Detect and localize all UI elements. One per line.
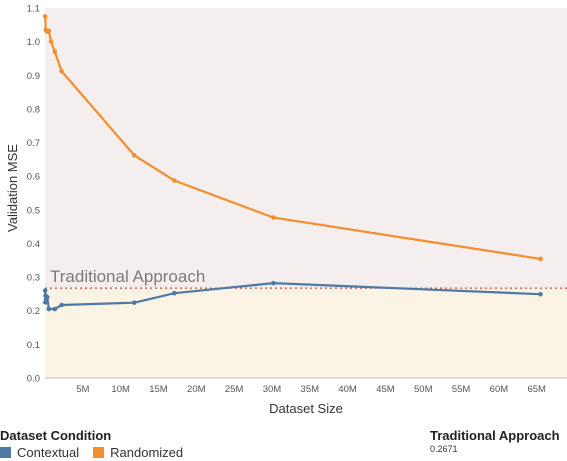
reference-panel: Traditional Approach 0.2671	[430, 428, 560, 454]
x-tick-label: 35M	[301, 384, 320, 395]
data-point-contextual[interactable]	[46, 306, 52, 312]
data-point-contextual[interactable]	[172, 290, 177, 296]
x-axis-ticks: 5M 10M 15M 20M 25M 30M 35M 40M 45M 50M 55M 60M 65M	[76, 384, 546, 395]
background-band	[45, 8, 567, 289]
x-tick-label: 30M	[263, 384, 282, 395]
data-point-randomized[interactable]	[131, 153, 137, 158]
x-tick-label: 5M	[76, 384, 89, 395]
data-point-randomized[interactable]	[52, 49, 58, 55]
data-point-contextual[interactable]	[59, 302, 64, 308]
data-point-contextual[interactable]	[131, 300, 137, 305]
data-point-contextual[interactable]	[44, 294, 50, 300]
data-point-contextual[interactable]	[52, 306, 58, 312]
data-point-randomized[interactable]	[46, 28, 52, 34]
background-band	[45, 288, 567, 378]
y-axis-title: Validation MSE	[5, 144, 20, 232]
reference-panel-title: Traditional Approach	[430, 428, 560, 443]
x-tick-label: 40M	[338, 384, 357, 395]
y-tick-label: 0.5	[27, 205, 40, 216]
y-tick-label: 1.0	[27, 37, 40, 48]
data-point-randomized[interactable]	[42, 14, 48, 19]
data-point-contextual[interactable]	[42, 288, 48, 293]
y-tick-label: 0.6	[27, 172, 40, 183]
reference-line-group: Traditional Approach	[45, 267, 567, 289]
legend-title: Dataset Condition	[0, 428, 112, 443]
x-tick-label: 55M	[452, 384, 471, 395]
data-point-contextual[interactable]	[271, 280, 276, 286]
data-point-contextual[interactable]	[538, 291, 543, 297]
background-bands	[45, 8, 567, 378]
reference-line-label: Traditional Approach	[50, 267, 205, 286]
y-tick-label: 0.4	[27, 239, 40, 250]
series-group	[42, 14, 543, 312]
legend-label-randomized: Randomized	[110, 445, 184, 460]
data-point-randomized[interactable]	[59, 68, 64, 74]
data-point-randomized[interactable]	[271, 215, 276, 220]
x-axis-title: Dataset Size	[269, 401, 343, 416]
legend-swatch-randomized	[93, 447, 105, 458]
legend: Dataset Condition Contextual Randomized	[0, 428, 183, 460]
y-tick-label: 1.1	[27, 4, 40, 15]
x-tick-label: 20M	[187, 384, 206, 395]
legend-items: Contextual Randomized	[0, 445, 183, 460]
x-tick-label: 60M	[490, 384, 509, 395]
y-tick-label: 0.8	[27, 104, 40, 115]
x-tick-label: 50M	[414, 384, 433, 395]
x-tick-label: 25M	[225, 384, 244, 395]
y-tick-label: 0.3	[27, 273, 40, 284]
y-axis-ticks: 0.0 0.1 0.2 0.3 0.4 0.5 0.6 0.7 0.8 0.9 1.0 1.1	[27, 4, 40, 385]
reference-panel-value: 0.2671	[430, 444, 458, 454]
y-tick-label: 0.9	[27, 71, 40, 82]
data-point-randomized[interactable]	[48, 39, 54, 44]
x-tick-label: 15M	[149, 384, 168, 395]
y-tick-label: 0.0	[27, 374, 40, 385]
data-point-randomized[interactable]	[538, 256, 543, 262]
x-tick-label: 10M	[111, 384, 130, 395]
y-tick-label: 0.2	[27, 306, 40, 317]
legend-item-randomized[interactable]: Randomized	[93, 445, 183, 460]
chart-canvas: 0.0 0.1 0.2 0.3 0.4 0.5 0.6 0.7 0.8 0.9 1.0 1.1 5M 1…	[5, 4, 567, 416]
data-point-randomized[interactable]	[172, 178, 177, 183]
x-tick-label: 65M	[527, 384, 546, 395]
y-tick-label: 0.1	[27, 340, 40, 351]
legend-label-contextual: Contextual	[17, 445, 80, 460]
legend-swatch-contextual	[0, 447, 11, 458]
x-tick-label: 45M	[376, 384, 395, 395]
y-tick-label: 0.7	[27, 138, 40, 149]
legend-item-contextual[interactable]: Contextual	[0, 445, 79, 460]
